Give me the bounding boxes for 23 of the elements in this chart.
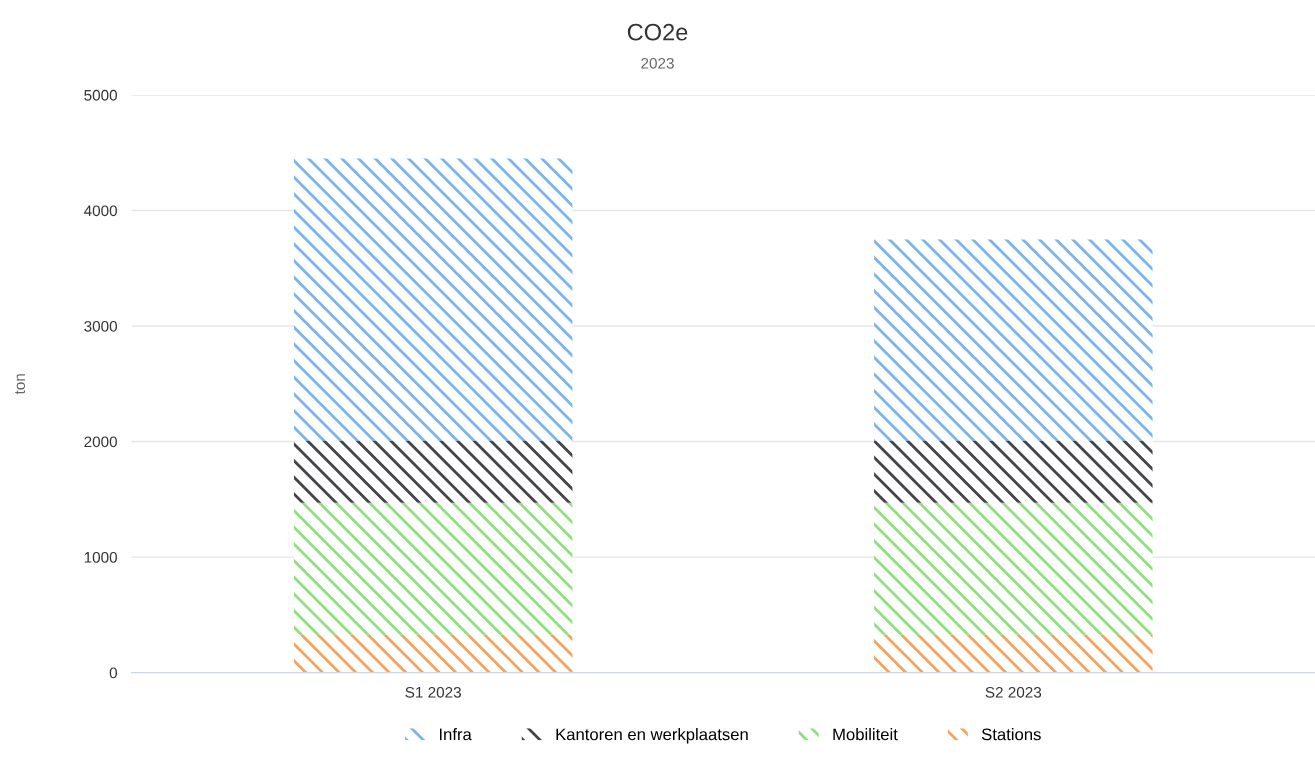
y-tick-label: 5000 bbox=[84, 89, 118, 101]
legend-label: Mobiliteit bbox=[833, 728, 898, 741]
bar bbox=[293, 440, 573, 503]
legend-label: Stations bbox=[981, 728, 1041, 741]
y-tick-label: 1000 bbox=[84, 551, 118, 563]
legend-label: Infra bbox=[439, 728, 472, 741]
bar bbox=[874, 440, 1153, 503]
y-tick-label: 3000 bbox=[84, 320, 118, 332]
bar bbox=[293, 634, 573, 673]
y-axis-title: ton bbox=[15, 374, 26, 395]
y-tick-label: 4000 bbox=[83, 205, 118, 217]
x-tick-label: S2 2023 bbox=[985, 686, 1042, 698]
bar bbox=[874, 634, 1153, 673]
y-tick-label: 2000 bbox=[84, 436, 118, 448]
chart-subtitle: 2023 bbox=[641, 57, 674, 69]
chart-title: CO2e bbox=[627, 23, 688, 41]
bar bbox=[874, 502, 1153, 635]
bar bbox=[293, 158, 573, 441]
bar bbox=[874, 239, 1153, 441]
y-tick-label: 0 bbox=[109, 667, 118, 679]
bar bbox=[293, 502, 573, 635]
legend-label: Kantoren en werkplaatsen bbox=[556, 728, 748, 744]
x-tick-label: S1 2023 bbox=[405, 686, 461, 698]
